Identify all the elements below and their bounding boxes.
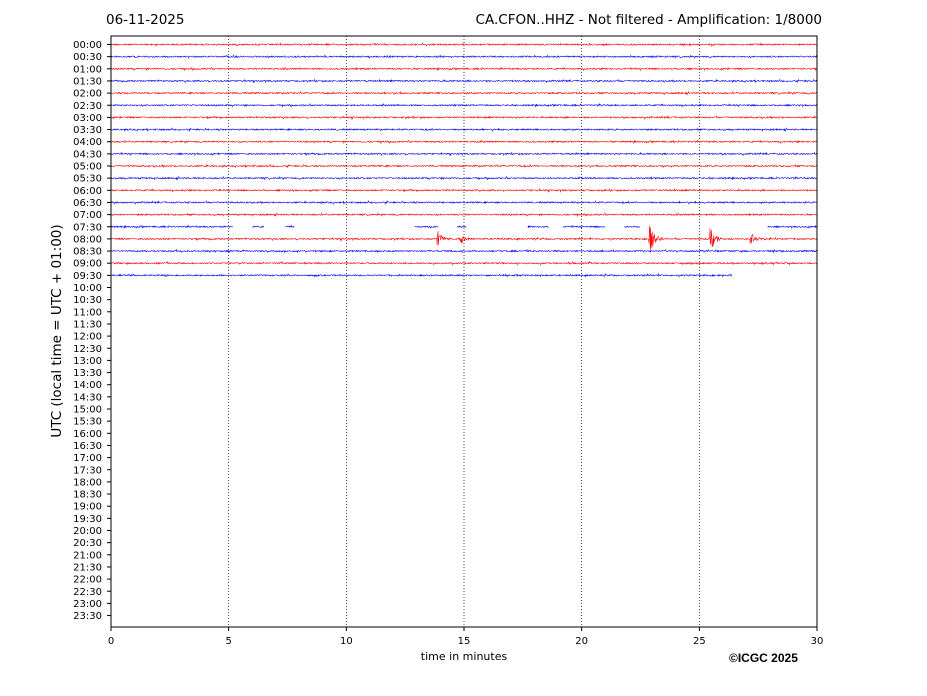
y-tick-label: 03:30	[73, 125, 102, 136]
y-tick-label: 20:00	[73, 526, 102, 537]
x-tick-label: 5	[225, 636, 231, 647]
trace-line-0200	[110, 90, 817, 96]
y-tick-label: 06:30	[73, 198, 102, 209]
y-tick-label: 19:00	[73, 502, 102, 513]
y-tick-label: 10:30	[73, 295, 102, 306]
trace-line-0800	[110, 225, 817, 253]
trace-line-0130	[110, 78, 817, 84]
y-tick-label: 19:30	[73, 514, 102, 525]
y-tick-label: 04:00	[73, 137, 102, 148]
trace-line-0530	[110, 175, 817, 181]
x-tick-label: 30	[811, 636, 824, 647]
trace-line-0300	[110, 114, 817, 120]
y-tick-label: 08:00	[73, 234, 102, 245]
trace-line-0430	[110, 151, 817, 157]
y-tick-label: 17:30	[73, 465, 102, 476]
y-tick-label: 05:30	[73, 174, 102, 185]
y-tick-label: 04:30	[73, 149, 102, 160]
y-tick-label: 16:00	[73, 429, 102, 440]
x-tick-label: 10	[340, 636, 353, 647]
y-tick-label: 15:00	[73, 405, 102, 416]
trace-layer	[110, 42, 817, 278]
y-tick-label: 13:00	[73, 356, 102, 367]
y-tick-label: 15:30	[73, 417, 102, 428]
y-tick-label: 02:30	[73, 101, 102, 112]
trace-line-0730	[110, 224, 817, 230]
y-tick-label: 14:00	[73, 380, 102, 391]
y-tick-label: 06:00	[73, 186, 102, 197]
trace-line-0030	[110, 54, 817, 59]
y-tick-label: 11:00	[73, 307, 102, 318]
x-tick-label: 0	[108, 636, 114, 647]
trace-line-0700	[110, 212, 817, 218]
trace-line-0500	[110, 163, 817, 169]
y-axis-label: UTC (local time = UTC + 01:00)	[49, 224, 65, 438]
y-tick-label: 16:30	[73, 441, 102, 452]
y-tick-label: 01:30	[73, 76, 102, 87]
trace-line-0230	[110, 102, 817, 108]
y-tick-label: 10:00	[73, 283, 102, 294]
y-tick-label: 21:30	[73, 562, 102, 573]
y-tick-label: 00:00	[73, 40, 102, 51]
trace-line-0900	[110, 260, 817, 266]
plot-area	[111, 36, 817, 627]
x-axis: 0 5 10 15 20 25 30	[108, 627, 824, 647]
trace-line-0930	[110, 272, 733, 278]
x-tick-label: 15	[458, 636, 471, 647]
x-axis-label: time in minutes	[420, 650, 508, 663]
y-tick-label: 07:30	[73, 222, 102, 233]
y-tick-label: 00:30	[73, 52, 102, 63]
y-tick-label: 09:30	[73, 271, 102, 282]
y-tick-label: 20:30	[73, 538, 102, 549]
x-tick-label: 20	[575, 636, 588, 647]
y-tick-label: 02:00	[73, 89, 102, 100]
y-tick-label: 11:30	[73, 319, 102, 330]
y-tick-label: 21:00	[73, 550, 102, 561]
trace-line-0400	[110, 139, 817, 145]
y-tick-label: 12:00	[73, 332, 102, 343]
y-tick-label: 07:00	[73, 210, 102, 221]
trace-line-0630	[110, 200, 817, 205]
chart-title: CA.CFON..HHZ - Not filtered - Amplificat…	[475, 12, 822, 28]
y-tick-label: 13:30	[73, 368, 102, 379]
y-tick-label: 05:00	[73, 162, 102, 173]
y-tick-label: 14:30	[73, 392, 102, 403]
y-tick-label: 01:00	[73, 64, 102, 75]
trace-line-0000	[110, 42, 817, 48]
y-tick-label: 12:30	[73, 344, 102, 355]
y-tick-label: 18:30	[73, 490, 102, 501]
trace-line-0100	[110, 66, 817, 72]
trace-line-0330	[110, 127, 817, 132]
y-tick-label: 09:00	[73, 259, 102, 270]
y-tick-label: 22:30	[73, 587, 102, 598]
y-tick-label: 18:00	[73, 477, 102, 488]
y-tick-label: 22:00	[73, 575, 102, 586]
y-tick-label: 03:00	[73, 113, 102, 124]
y-tick-label: 08:30	[73, 247, 102, 258]
y-tick-label: 23:00	[73, 599, 102, 610]
y-tick-label: 17:00	[73, 453, 102, 464]
y-tick-label: 23:30	[73, 611, 102, 622]
date-label: 06-11-2025	[106, 12, 185, 28]
copyright-label: ©ICGC 2025	[729, 651, 798, 665]
grid-lines	[228, 36, 700, 627]
trace-line-0830	[110, 248, 817, 254]
x-tick-label: 25	[693, 636, 706, 647]
trace-line-0600	[110, 187, 817, 193]
